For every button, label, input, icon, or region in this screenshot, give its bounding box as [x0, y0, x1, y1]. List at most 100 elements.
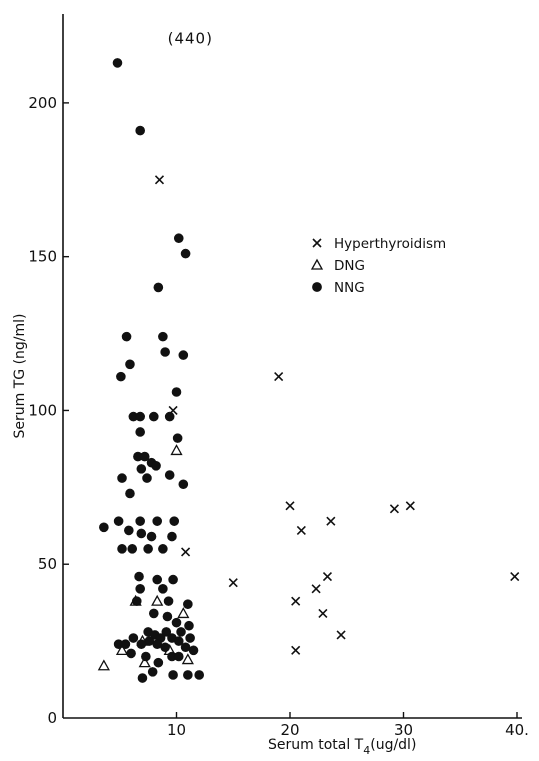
nng-point	[151, 461, 161, 471]
x-tick-label: 10	[167, 721, 186, 739]
nng-point	[180, 248, 191, 259]
hyperthyroidism-point	[296, 525, 306, 535]
nng-point	[160, 347, 170, 357]
hyperthyroidism-point	[510, 571, 520, 582]
dng-point	[181, 653, 194, 665]
annotation-440: (440)	[168, 29, 213, 47]
hyperthyroidism-point	[389, 504, 399, 514]
data-marks	[97, 58, 520, 683]
y-axis-label: Serum TG (ng/ml)	[12, 314, 28, 439]
nng-point	[171, 617, 182, 628]
nng-point	[124, 525, 134, 536]
x-tick-label: 40.	[505, 721, 529, 739]
nng-point	[112, 58, 123, 68]
hyperthyroidism-point	[154, 175, 165, 185]
dng-point	[97, 659, 110, 671]
nng-point	[184, 620, 194, 631]
legend-dot-marker	[312, 282, 322, 292]
nng-point	[158, 584, 168, 594]
dng-point	[138, 656, 151, 668]
nng-point	[125, 488, 135, 499]
nng-point	[139, 451, 150, 462]
series-hyperthyroidism	[154, 175, 520, 655]
nng-point	[117, 544, 127, 554]
nng-point	[136, 464, 147, 474]
legend-item-dng: DNG	[310, 258, 365, 274]
nng-point	[161, 627, 172, 637]
hyperthyroidism-point	[285, 501, 295, 511]
tick-labels: 0 50 100 150 200 10 20 30 40.	[28, 94, 529, 739]
nng-point	[178, 350, 189, 360]
nng-point	[141, 651, 151, 662]
nng-point	[183, 599, 193, 610]
nng-point	[153, 657, 164, 668]
nng-point	[169, 516, 180, 526]
nng-point	[121, 331, 132, 342]
nng-point	[113, 516, 124, 526]
nng-point	[149, 608, 159, 619]
nng-point	[176, 627, 186, 637]
nng-point	[158, 331, 168, 342]
legend-x-marker	[312, 238, 322, 248]
x-axis-label-unit: (ug/dl)	[370, 737, 416, 753]
legend-triangle-marker	[310, 258, 324, 270]
nng-point	[135, 584, 145, 594]
nng-point	[126, 648, 136, 659]
nng-point	[135, 411, 145, 422]
hyperthyroidism-point	[274, 372, 284, 382]
nng-point	[135, 427, 145, 437]
x-tick-label: 30	[394, 721, 413, 739]
hyperthyroidism-point	[181, 547, 191, 557]
y-tick-label: 100	[28, 401, 57, 419]
nng-point	[127, 544, 138, 554]
nng-point	[135, 125, 145, 136]
nng-point	[173, 651, 184, 662]
nng-point	[147, 667, 158, 677]
hyperthyroidism-point	[311, 584, 321, 594]
nng-point	[125, 359, 135, 370]
nng-point	[188, 645, 199, 656]
nng-point	[120, 639, 131, 649]
hyperthyroidism-point	[336, 630, 346, 640]
nng-point	[99, 522, 109, 533]
hyperthyroidism-point	[318, 608, 328, 618]
nng-point	[135, 516, 145, 526]
x-axis-label-main: Serum total T	[268, 737, 364, 753]
hyperthyroidism-point	[322, 571, 333, 582]
nng-point	[173, 233, 184, 244]
y-tick-label: 50	[38, 555, 57, 573]
hyperthyroidism-point	[405, 501, 415, 511]
nng-point	[128, 633, 139, 643]
legend: Hyperthyroidism DNG NNG	[310, 236, 446, 296]
nng-point	[173, 636, 184, 646]
y-tick-label: 0	[47, 709, 57, 727]
y-tick-label: 150	[28, 248, 57, 266]
nng-point	[178, 479, 189, 490]
nng-point	[152, 574, 163, 585]
ticks	[63, 102, 518, 718]
nng-point	[163, 596, 174, 606]
legend-label-nng: NNG	[334, 280, 365, 296]
legend-label-dng: DNG	[334, 258, 365, 274]
nng-point	[160, 642, 170, 653]
nng-point	[137, 673, 148, 683]
nng-point	[134, 571, 144, 582]
x-axis-label: Serum total T4(ug/dl)	[268, 737, 416, 757]
dng-point	[151, 594, 164, 606]
nng-point	[143, 544, 153, 554]
legend-label-hyperthyroidism: Hyperthyroidism	[334, 236, 446, 252]
nng-point	[116, 371, 126, 382]
hyperthyroidism-point	[291, 596, 301, 606]
legend-item-hyperthyroidism: Hyperthyroidism	[312, 236, 446, 252]
nng-point	[185, 633, 195, 643]
nng-point	[153, 282, 164, 293]
nng-point	[142, 473, 152, 483]
nng-point	[149, 411, 159, 422]
hyperthyroidism-point	[326, 516, 336, 526]
dng-point	[115, 643, 129, 655]
hyperthyroidism-point	[228, 578, 238, 588]
x-tick-label: 20	[280, 721, 299, 739]
nng-point	[146, 531, 157, 542]
nng-point	[168, 670, 178, 680]
